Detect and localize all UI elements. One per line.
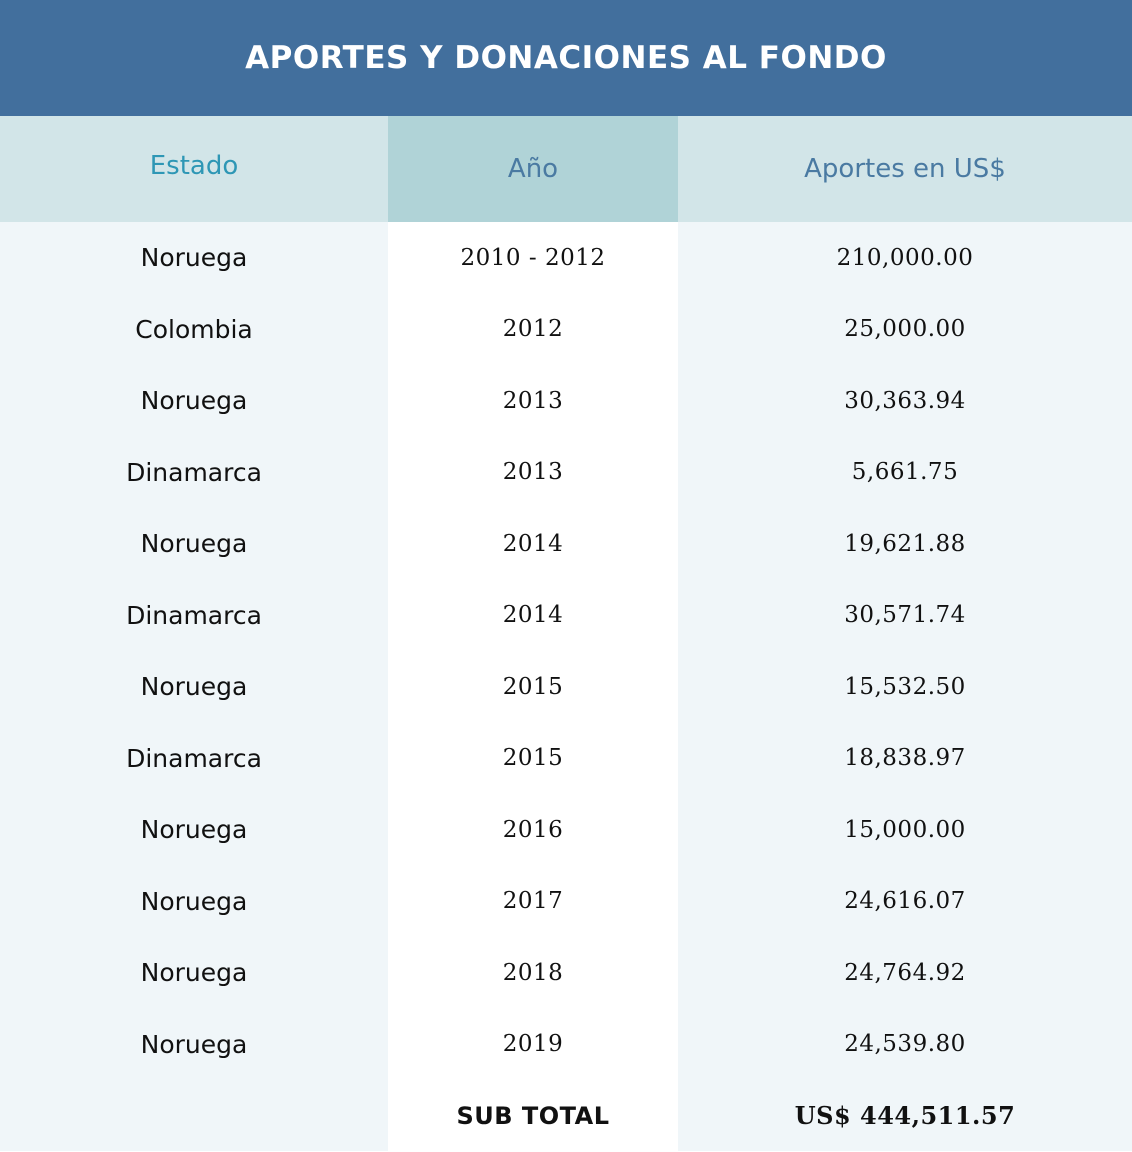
table-row: Noruega 2016 15,000.00 — [0, 794, 1132, 866]
table-row: Dinamarca 2015 18,838.97 — [0, 723, 1132, 795]
cell-anio: 2015 — [502, 673, 564, 700]
cell-estado: Noruega — [140, 815, 248, 845]
cell-anio: 2016 — [502, 816, 564, 843]
cell-aporte: 15,000.00 — [844, 816, 966, 843]
cell-aporte: 18,838.97 — [844, 745, 966, 772]
subtotal-label: SUB TOTAL — [456, 1101, 610, 1130]
table-row: Dinamarca 2013 5,661.75 — [0, 437, 1132, 509]
cell-anio: 2012 — [502, 316, 564, 343]
table-rows: Noruega 2010 - 2012 210,000.00 Colombia 2012… — [0, 222, 1132, 1152]
cell-aporte: 5,661.75 — [851, 459, 959, 486]
cell-estado: Dinamarca — [126, 457, 262, 487]
table-row: Noruega 2013 30,363.94 — [0, 365, 1132, 437]
table-row: Dinamarca 2014 30,571.74 — [0, 580, 1132, 652]
table-row: Noruega 2018 24,764.92 — [0, 937, 1132, 1009]
header-estado: Estado — [0, 116, 388, 222]
table-title-bar: APORTES Y DONACIONES AL FONDO — [0, 0, 1132, 116]
cell-anio: 2013 — [502, 387, 564, 414]
cell-aporte: 24,616.07 — [844, 888, 966, 915]
subtotal-value: US$ 444,511.57 — [794, 1101, 1016, 1131]
cell-anio: 2018 — [502, 959, 564, 986]
cell-anio: 2010 - 2012 — [460, 244, 606, 271]
cell-anio: 2013 — [502, 459, 564, 486]
table-row: Noruega 2014 19,621.88 — [0, 508, 1132, 580]
cell-anio: 2019 — [502, 1031, 564, 1058]
subtotal-row: SUB TOTAL US$ 444,511.57 — [0, 1080, 1132, 1152]
cell-aporte: 210,000.00 — [836, 244, 974, 271]
cell-aporte: 24,764.92 — [844, 959, 966, 986]
cell-anio: 2014 — [502, 602, 564, 629]
table-row: Colombia 2012 25,000.00 — [0, 294, 1132, 366]
cell-estado: Dinamarca — [126, 743, 262, 773]
cell-aporte: 15,532.50 — [844, 673, 966, 700]
table-title: APORTES Y DONACIONES AL FONDO — [245, 40, 887, 76]
table-row: Noruega 2017 24,616.07 — [0, 866, 1132, 938]
table-header-row: Estado Año Aportes en US$ — [0, 116, 1132, 222]
cell-estado: Noruega — [140, 1029, 248, 1059]
table-row: Noruega 2010 - 2012 210,000.00 — [0, 222, 1132, 294]
header-anio: Año — [388, 116, 678, 222]
cell-estado: Dinamarca — [126, 600, 262, 630]
cell-estado: Noruega — [140, 958, 248, 988]
cell-estado: Noruega — [140, 529, 248, 559]
cell-anio: 2017 — [502, 888, 564, 915]
table-row: Noruega 2019 24,539.80 — [0, 1009, 1132, 1081]
header-aportes: Aportes en US$ — [678, 116, 1132, 222]
cell-estado: Noruega — [140, 243, 248, 273]
cell-aporte: 30,363.94 — [844, 387, 966, 414]
table-row: Noruega 2015 15,532.50 — [0, 651, 1132, 723]
cell-estado: Noruega — [140, 886, 248, 916]
cell-anio: 2014 — [502, 530, 564, 557]
cell-estado: Noruega — [140, 672, 248, 702]
cell-aporte: 30,571.74 — [844, 602, 966, 629]
cell-aporte: 24,539.80 — [844, 1031, 966, 1058]
subtotal-empty-cell — [0, 1080, 388, 1152]
cell-aporte: 25,000.00 — [844, 316, 966, 343]
cell-estado: Noruega — [140, 386, 248, 416]
cell-estado: Colombia — [135, 314, 253, 344]
year-column-background — [388, 222, 678, 1151]
table-body: Noruega 2010 - 2012 210,000.00 Colombia 2012… — [0, 222, 1132, 1151]
cell-aporte: 19,621.88 — [844, 530, 966, 557]
cell-anio: 2015 — [502, 745, 564, 772]
